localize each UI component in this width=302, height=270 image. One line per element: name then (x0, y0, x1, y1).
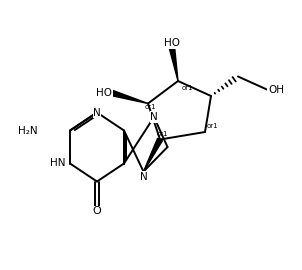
Text: OH: OH (268, 85, 284, 95)
Text: or1: or1 (157, 130, 169, 137)
Text: HN: HN (50, 158, 66, 168)
Text: or1: or1 (182, 85, 193, 91)
Polygon shape (111, 90, 148, 103)
Text: or1: or1 (207, 123, 218, 129)
Polygon shape (143, 138, 162, 172)
Text: HO: HO (96, 88, 112, 98)
Text: or1: or1 (145, 104, 157, 110)
Text: N: N (93, 107, 101, 117)
Text: O: O (93, 207, 101, 217)
Text: N: N (140, 172, 147, 182)
Text: H₂N: H₂N (18, 126, 38, 136)
Text: N: N (150, 112, 158, 122)
Text: HO: HO (164, 38, 180, 48)
Polygon shape (169, 48, 178, 81)
